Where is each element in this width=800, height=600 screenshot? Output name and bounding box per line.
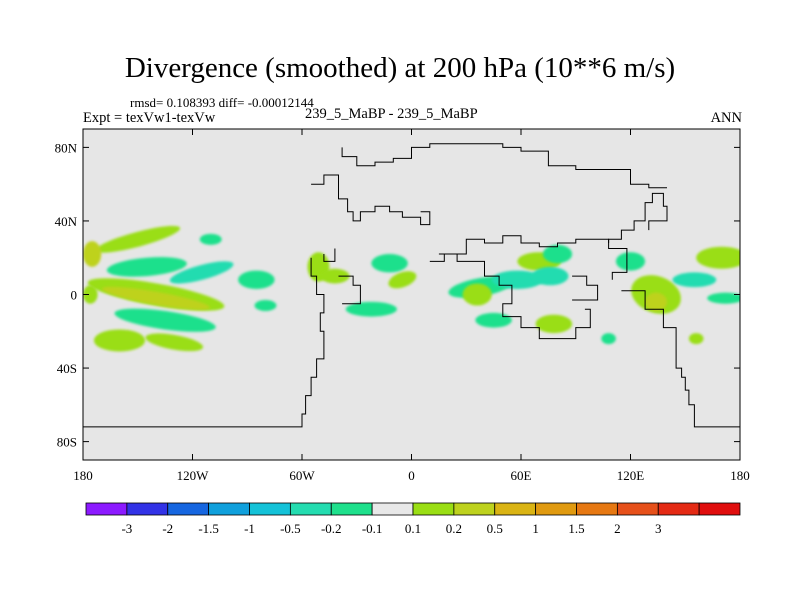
- contour-region-28: [615, 252, 646, 271]
- x-tick-label: 60E: [511, 468, 532, 483]
- x-tick-label: 60W: [289, 468, 315, 483]
- contour-region-3: [169, 261, 234, 284]
- contour-region-22: [542, 244, 573, 264]
- coastline-segment-2: [323, 248, 336, 262]
- y-tick-label: 40S: [57, 361, 77, 376]
- coastline-segment-10: [572, 275, 599, 301]
- colorbar-swatch: [167, 502, 210, 516]
- colorbar-label: -3: [121, 521, 132, 536]
- colorbar-swatch: [208, 502, 250, 516]
- contour-fills: [83, 225, 740, 352]
- colorbar-label: -0.1: [362, 521, 383, 536]
- contour-region-29: [672, 272, 717, 288]
- colorbar-label: -1: [244, 521, 255, 536]
- colorbar-swatch: [289, 502, 332, 516]
- y-tick-label: 0: [71, 288, 78, 303]
- colorbar-swatch: [330, 502, 373, 516]
- y-tick-label: 80N: [55, 140, 78, 155]
- contour-region-27: [645, 292, 667, 312]
- rmsd-diff-label: rmsd= 0.108393 diff= -0.00012144: [130, 95, 314, 110]
- x-tick-label: 120W: [177, 468, 210, 483]
- coastline-segment-6: [429, 253, 591, 340]
- experiment-label: Expt = texVw1-texVw: [83, 110, 216, 126]
- contour-region-10: [83, 285, 98, 304]
- coastline-segment-5: [341, 143, 667, 189]
- axes: 180 120W 60W 0 60E 120E 180 80N 40N 0 40S 80S: [55, 129, 750, 483]
- colorbar-label: -0.2: [321, 521, 342, 536]
- contour-region-19: [462, 283, 492, 306]
- contour-region-33: [688, 333, 704, 345]
- contour-region-25: [475, 312, 512, 328]
- contour-region-17: [388, 271, 417, 289]
- colorbar-label: 1.5: [568, 521, 584, 536]
- colorbar-swatch: [494, 502, 537, 516]
- x-tick-label: 180: [73, 468, 93, 483]
- colorbar-label: 0.1: [405, 521, 421, 536]
- coastline-segment-8: [621, 290, 740, 428]
- contour-region-20: [491, 270, 543, 289]
- colorbar-label: -2: [162, 521, 173, 536]
- coastline-segment-1: [83, 257, 325, 428]
- colorbar-swatch: [657, 502, 700, 516]
- contour-region-23: [531, 266, 569, 286]
- colorbar-swatch: [576, 502, 618, 516]
- coastlines: [83, 143, 740, 428]
- colorbar-swatch: [616, 502, 659, 516]
- contour-region-15: [371, 254, 408, 273]
- colorbar: -3 -2 -1.5 -1 -0.5 -0.2 -0.1 0.1 0.2 0.5 1 1.5 2 3: [85, 502, 741, 536]
- contour-region-16: [345, 301, 397, 317]
- colorbar-label: -1.5: [198, 521, 219, 536]
- chart-title: Divergence (smoothed) at 200 hPa (10**6 …: [124, 52, 676, 84]
- x-tick-label: 0: [408, 468, 415, 483]
- colorbar-swatch: [535, 502, 577, 516]
- contour-region-8: [145, 333, 204, 352]
- colorbar-label: 0.5: [487, 521, 503, 536]
- coastline-segment-9: [608, 192, 668, 243]
- colorbar-label: 2: [614, 521, 621, 536]
- x-tick-label: 120E: [617, 468, 645, 483]
- colorbar-label: 1: [532, 521, 539, 536]
- contour-region-12: [254, 300, 277, 312]
- colorbar-swatch: [371, 502, 414, 516]
- contour-region-7: [93, 329, 146, 352]
- y-tick-label: 40N: [55, 214, 78, 229]
- contour-region-32: [601, 333, 616, 345]
- coastline-segment-3: [338, 275, 361, 305]
- contour-region-6: [114, 308, 216, 332]
- contour-region-30: [696, 246, 740, 269]
- colorbar-label: 3: [655, 521, 662, 536]
- contour-region-2: [106, 257, 187, 277]
- contour-region-11: [238, 270, 275, 289]
- contour-region-1: [95, 225, 181, 253]
- colorbar-swatch: [85, 502, 128, 516]
- colorbar-swatch: [453, 502, 496, 516]
- contour-region-9: [83, 241, 102, 267]
- colorbar-label: -0.5: [280, 521, 301, 536]
- contour-region-5: [102, 286, 210, 310]
- colorbar-swatch: [698, 502, 741, 516]
- season-label: ANN: [710, 110, 742, 126]
- colorbar-label: 0.2: [446, 521, 462, 536]
- case-label: 239_5_MaBP - 239_5_MaBP: [305, 106, 478, 122]
- coastline-segment-7: [438, 235, 628, 280]
- contour-region-31: [707, 292, 740, 304]
- colorbar-swatch: [412, 502, 455, 516]
- contour-region-34: [199, 233, 222, 245]
- x-tick-label: 180: [730, 468, 750, 483]
- contour-region-14: [320, 268, 350, 284]
- y-tick-label: 80S: [57, 435, 77, 450]
- coastline-segment-4: [311, 174, 431, 226]
- colorbar-swatch: [126, 502, 169, 516]
- colorbar-swatch: [249, 502, 291, 516]
- contour-region-24: [535, 314, 573, 334]
